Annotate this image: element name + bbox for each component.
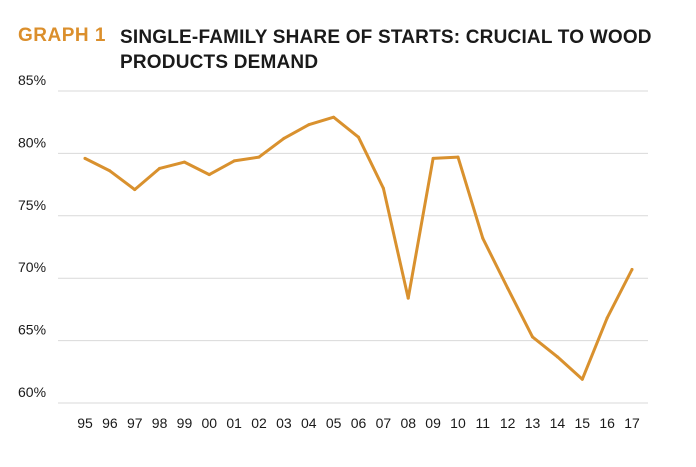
x-tick-label: 99 <box>177 415 193 431</box>
data-point <box>531 335 535 339</box>
data-point <box>555 355 559 359</box>
x-tick-label: 02 <box>251 415 267 431</box>
x-tick-label: 06 <box>351 415 367 431</box>
x-tick-label: 08 <box>400 415 416 431</box>
x-tick-label: 14 <box>550 415 566 431</box>
data-point <box>232 159 236 163</box>
x-tick-label: 03 <box>276 415 292 431</box>
x-tick-label: 01 <box>226 415 242 431</box>
y-tick-label: 60% <box>18 384 46 400</box>
x-tick-label: 95 <box>77 415 93 431</box>
y-axis-tick-labels: 60% 65% 70% 75% 80% 85% <box>18 72 46 400</box>
x-tick-label: 15 <box>574 415 590 431</box>
data-point <box>332 115 336 119</box>
x-axis-tick-labels: 95 96 97 98 99 00 01 02 03 04 05 06 07 08 09 10 11 12 13 14… <box>77 415 640 431</box>
series-line <box>83 115 634 381</box>
data-point <box>605 316 609 320</box>
data-point <box>133 188 137 192</box>
y-tick-label: 75% <box>18 197 46 213</box>
series-group <box>83 115 634 381</box>
x-tick-label: 10 <box>450 415 466 431</box>
x-tick-label: 09 <box>425 415 441 431</box>
x-tick-label: 98 <box>152 415 168 431</box>
data-point <box>431 156 435 160</box>
data-point <box>83 156 87 160</box>
y-tick-label: 85% <box>18 72 46 88</box>
x-tick-label: 05 <box>326 415 342 431</box>
data-point <box>307 123 311 127</box>
chart-title: SINGLE-FAMILY SHARE OF STARTS: CRUCIAL T… <box>120 27 652 73</box>
data-point <box>506 286 510 290</box>
x-tick-label: 16 <box>599 415 615 431</box>
x-tick-label: 12 <box>500 415 516 431</box>
x-tick-label: 04 <box>301 415 317 431</box>
data-point <box>456 155 460 159</box>
x-tick-label: 96 <box>102 415 118 431</box>
x-tick-label: 11 <box>476 415 491 431</box>
data-point <box>257 155 261 159</box>
data-point <box>108 169 112 173</box>
graph-number-label: GRAPH 1 <box>18 25 106 46</box>
x-tick-label: 13 <box>525 415 541 431</box>
x-tick-label: 17 <box>624 415 640 431</box>
data-point <box>158 166 162 170</box>
x-tick-label: 07 <box>376 415 392 431</box>
data-point <box>630 267 634 271</box>
data-point <box>207 173 211 177</box>
y-tick-label: 80% <box>18 134 46 150</box>
data-point <box>481 236 485 240</box>
x-tick-label: 00 <box>202 415 218 431</box>
data-point <box>580 377 584 381</box>
data-point <box>357 135 360 139</box>
y-tick-label: 70% <box>18 259 46 275</box>
data-point <box>182 160 186 164</box>
data-point <box>381 186 385 190</box>
x-tick-label: 97 <box>127 415 143 431</box>
y-tick-label: 65% <box>18 322 46 338</box>
data-point <box>282 136 286 140</box>
data-point <box>406 296 410 300</box>
gridlines <box>58 90 648 404</box>
